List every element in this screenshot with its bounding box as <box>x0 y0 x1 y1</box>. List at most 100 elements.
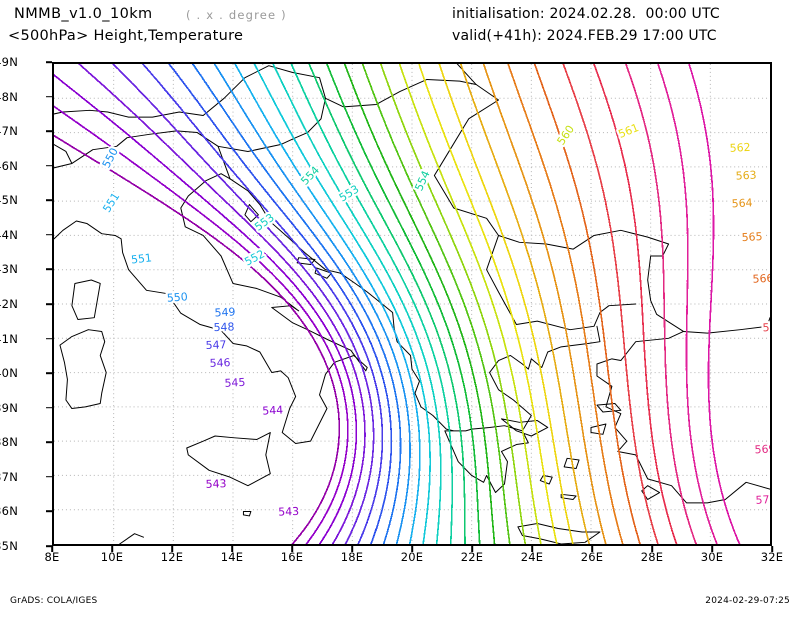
x-axis-label: 20E <box>401 550 424 564</box>
x-axis-label: 22E <box>461 550 484 564</box>
y-axis-tick <box>46 511 52 513</box>
svg-text:553: 553 <box>252 211 277 234</box>
y-axis-label: 46N <box>0 159 18 173</box>
x-axis-label: 24E <box>521 550 544 564</box>
svg-text:564: 564 <box>731 196 753 210</box>
y-axis-label: 42N <box>0 297 18 311</box>
contour-map-plot: 550 550 551 551 551 551 552 552 553 553 553 553 554 5… <box>52 62 772 546</box>
svg-text:567: 567 <box>762 320 770 334</box>
svg-text:554: 554 <box>412 169 432 193</box>
svg-text:553: 553 <box>337 182 362 204</box>
y-axis-tick <box>46 441 52 443</box>
y-axis-label: 39N <box>0 401 18 415</box>
model-title: NMMB_v1.0_10km <box>14 6 153 22</box>
y-axis-tick <box>46 338 52 340</box>
y-axis-label: 45N <box>0 193 18 207</box>
svg-text:569: 569 <box>754 442 770 456</box>
svg-text:550: 550 <box>100 146 121 171</box>
svg-text:551: 551 <box>130 251 152 266</box>
x-axis-label: 14E <box>221 550 244 564</box>
valid-time: valid(+41h): 2024.FEB.29 17:00 UTC <box>452 28 717 44</box>
y-axis-tick <box>46 61 52 63</box>
units-subtitle: ( . x . degree ) <box>186 8 287 22</box>
x-axis-label: 28E <box>641 550 664 564</box>
svg-text:560: 560 <box>554 123 576 148</box>
svg-text:544: 544 <box>262 404 284 418</box>
y-axis-label: 49N <box>0 55 18 69</box>
y-axis-tick <box>46 234 52 236</box>
svg-text:545: 545 <box>224 376 246 390</box>
svg-text:570: 570 <box>755 493 770 507</box>
y-axis-label: 43N <box>0 262 18 276</box>
y-axis-tick <box>46 130 52 132</box>
svg-text:568: 568 <box>769 376 770 390</box>
initialisation-time: initialisation: 2024.02.28. 00:00 UTC <box>452 6 720 22</box>
level-field-title: <500hPa> Height,Temperature <box>8 28 243 44</box>
y-axis-label: 41N <box>0 332 18 346</box>
x-axis-label: 30E <box>701 550 724 564</box>
y-axis-tick <box>46 303 52 305</box>
svg-text:565: 565 <box>741 230 763 244</box>
y-axis-label: 35N <box>0 539 18 553</box>
svg-text:551: 551 <box>100 190 122 215</box>
x-axis-label: 8E <box>45 550 60 564</box>
y-axis-tick <box>46 165 52 167</box>
x-axis-label: 32E <box>761 550 784 564</box>
svg-text:561: 561 <box>616 121 640 141</box>
svg-text:554: 554 <box>298 164 322 188</box>
y-axis-tick <box>46 407 52 409</box>
y-axis-tick <box>46 96 52 98</box>
svg-text:546: 546 <box>209 356 230 370</box>
svg-text:549: 549 <box>214 305 236 319</box>
svg-text:563: 563 <box>735 169 757 183</box>
y-axis-tick <box>46 372 52 374</box>
x-axis-label: 12E <box>161 550 184 564</box>
render-timestamp: 2024-02-29-07:25 <box>705 596 790 606</box>
y-axis-tick <box>46 476 52 478</box>
x-axis-label: 18E <box>341 550 364 564</box>
svg-text:550: 550 <box>166 290 188 304</box>
y-axis-tick <box>46 269 52 271</box>
y-axis-label: 47N <box>0 124 18 138</box>
svg-text:543: 543 <box>205 477 226 491</box>
y-axis-label: 40N <box>0 366 18 380</box>
source-credit: GrADS: COLA/IGES <box>10 596 97 606</box>
svg-text:562: 562 <box>729 141 751 155</box>
svg-text:548: 548 <box>213 320 234 334</box>
svg-text:566: 566 <box>752 272 770 286</box>
svg-text:547: 547 <box>205 338 226 352</box>
x-axis-label: 10E <box>101 550 124 564</box>
svg-text:552: 552 <box>242 247 267 268</box>
y-axis-label: 48N <box>0 90 18 104</box>
contour-label: 568568 <box>769 376 770 390</box>
svg-text:543: 543 <box>278 505 299 519</box>
